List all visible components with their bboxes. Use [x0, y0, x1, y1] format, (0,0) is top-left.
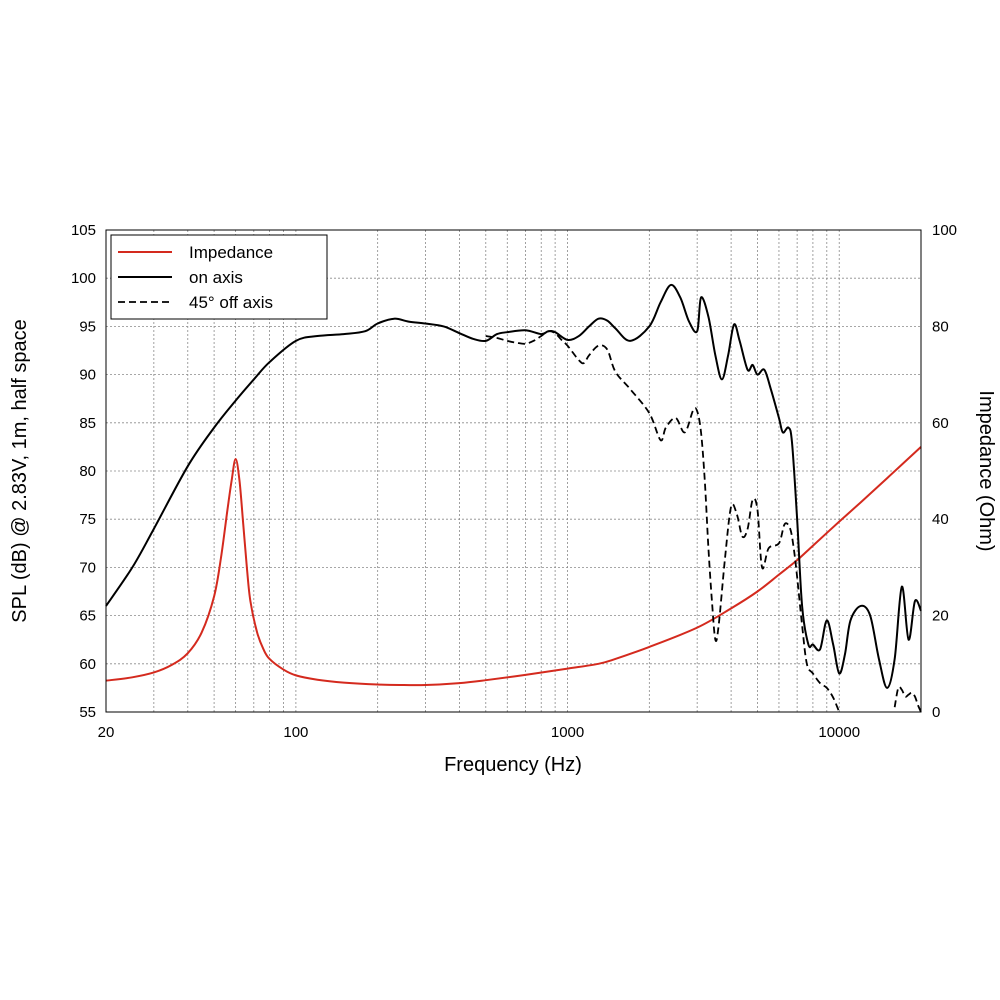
- y2-tick-label: 100: [932, 222, 957, 239]
- y-tick-label: 80: [79, 463, 96, 480]
- y-tick-label: 85: [79, 415, 96, 432]
- y-tick-label: 95: [79, 318, 96, 335]
- x-tick-label: 10000: [818, 724, 860, 741]
- plot-frame: [105, 229, 922, 713]
- y-tick-label: 100: [71, 270, 96, 287]
- x-axis-title: Frequency (Hz): [444, 754, 582, 776]
- tick-labels: 20 100 1000 10000 55 60 65 70 75 80 85 90 95 100 105 0 2…: [71, 222, 957, 741]
- x-tick-label: 20: [98, 724, 115, 741]
- y-tick-label: 90: [79, 367, 96, 384]
- y-axis-title: SPL (dB) @ 2.83V, 1m, half space: [9, 319, 31, 622]
- series-line-45-off-axis: [485, 330, 841, 713]
- y-tick-label: 60: [79, 656, 96, 673]
- legend-label-on-axis: on axis: [189, 268, 243, 287]
- series-layer: [105, 283, 922, 713]
- x-tick-label: 100: [283, 724, 308, 741]
- y2-tick-label: 0: [932, 704, 940, 721]
- y-tick-label: 70: [79, 559, 96, 576]
- y-tick-label: 55: [79, 704, 96, 721]
- legend-label-impedance: Impedance: [189, 243, 273, 262]
- y2-tick-label: 40: [932, 511, 949, 528]
- y-tick-label: 105: [71, 222, 96, 239]
- series-line-on-axis: [105, 283, 922, 689]
- legend: Impedance on axis 45° off axis: [110, 234, 328, 320]
- y-tick-label: 65: [79, 608, 96, 625]
- y2-tick-label: 60: [932, 415, 949, 432]
- x-tick-label: 1000: [551, 724, 584, 741]
- y2-tick-label: 20: [932, 608, 949, 625]
- y-tick-label: 75: [79, 511, 96, 528]
- y2-axis-title: Impedance (Ohm): [975, 390, 997, 551]
- y2-tick-label: 80: [932, 318, 949, 335]
- series-line-impedance: [105, 446, 922, 687]
- legend-label-off-axis: 45° off axis: [189, 293, 273, 312]
- series-line-45-off-axis-high: [893, 685, 922, 713]
